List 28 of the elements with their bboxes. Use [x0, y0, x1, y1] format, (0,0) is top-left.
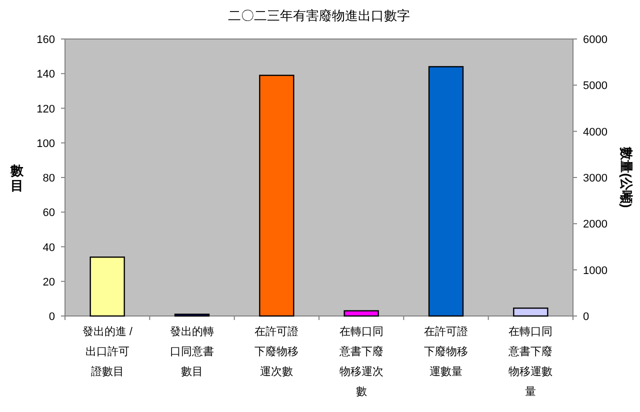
y2-tick-label: 4000 — [583, 126, 608, 138]
y2-axis-title: 數量(公噸) — [619, 146, 634, 208]
y-tick-label: 100 — [36, 138, 55, 150]
y2-tick-label: 3000 — [583, 172, 608, 184]
x-tick-label: 發出的進 / 出口許可證數目 — [81, 325, 134, 380]
y2-tick-label: 5000 — [583, 80, 608, 92]
y-tick-label: 80 — [42, 172, 55, 184]
y-tick-label: 120 — [36, 103, 55, 116]
y-tick-label: 20 — [42, 276, 55, 288]
bar — [259, 74, 294, 317]
bar — [90, 256, 125, 317]
y2-tick-label: 2000 — [583, 218, 608, 231]
y-tick-label: 40 — [42, 242, 55, 254]
x-tick-label: 在轉口同意書下廢物移運數量 — [508, 325, 554, 400]
bar — [344, 310, 379, 317]
y-tick-label: 0 — [48, 311, 55, 323]
x-tick-label: 在轉口同意書下廢物移運次數 — [338, 325, 384, 400]
x-tick-label: 在許可證下廢物移運次數 — [254, 325, 300, 380]
y2-tick-label: 0 — [583, 311, 590, 323]
y2-tick-label: 6000 — [583, 34, 608, 46]
y2-tick-label: 1000 — [583, 264, 608, 277]
y-tick-label: 60 — [42, 207, 55, 220]
y-axis-title: 數目 — [10, 162, 24, 192]
x-tick-label: 發出的轉口同意書數目 — [169, 325, 215, 380]
chart-title: 二〇二三年有害廢物進出口數字 — [228, 8, 410, 23]
y-tick-label: 160 — [36, 34, 55, 46]
y-tick-label: 140 — [36, 68, 55, 81]
x-tick-label: 在許可證下廢物移運數量 — [423, 325, 469, 380]
